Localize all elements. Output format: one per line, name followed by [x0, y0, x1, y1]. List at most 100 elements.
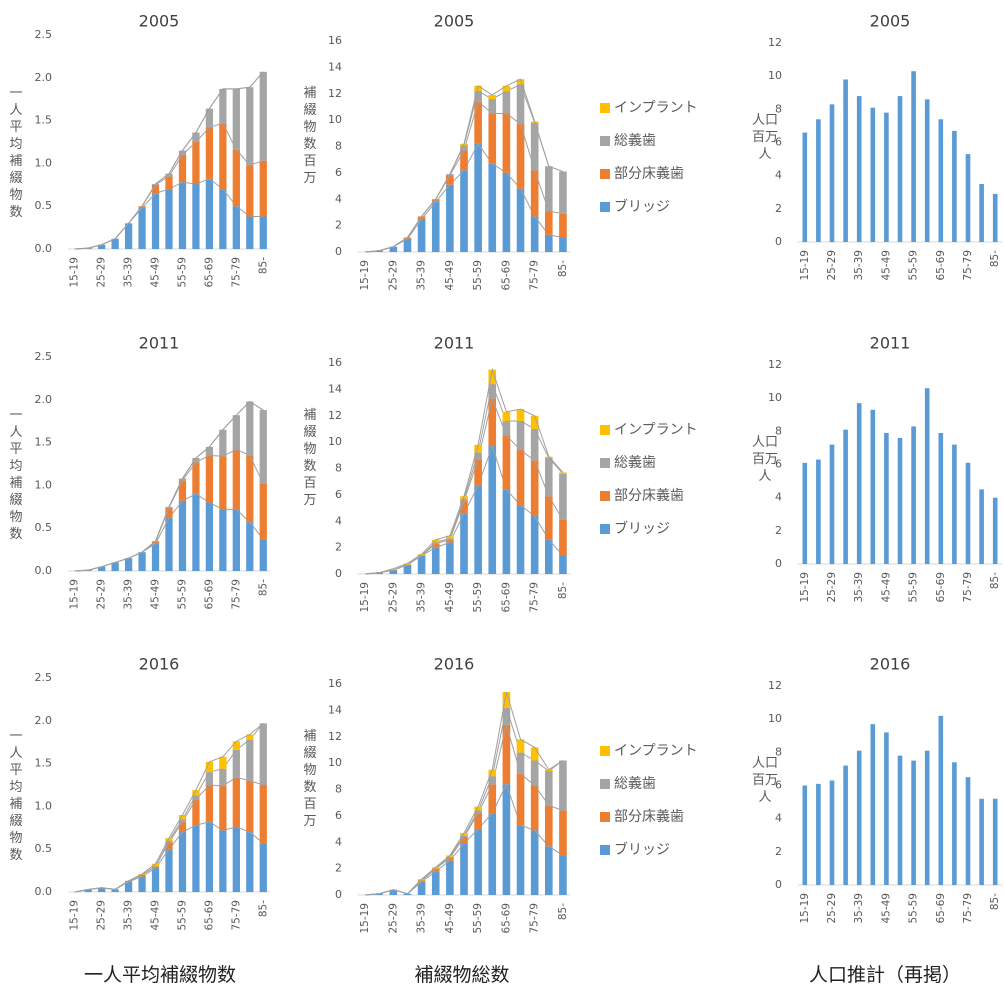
bar-segment: [431, 539, 440, 543]
bar-segment: [530, 216, 539, 252]
bar-segment: [232, 509, 240, 571]
bar: [897, 755, 903, 885]
bar-segment: [165, 849, 173, 892]
bar-segment: [460, 843, 468, 895]
bar-segment: [474, 806, 482, 811]
bar-segment: [192, 183, 200, 249]
bar: [856, 403, 862, 564]
bar-segment: [165, 517, 173, 571]
y-tick-label: 6: [775, 136, 782, 149]
y-axis-label: 人口 百万人: [751, 435, 778, 484]
bar-segment: [192, 799, 200, 826]
legend-label: インプラント: [614, 422, 698, 438]
x-tick-label: 25-29: [826, 572, 838, 603]
y-tick-label: 1.0: [35, 799, 53, 812]
chart: 2005 0.0 0.5 1.0 1.5 2.0 2.5 15-19 25-29 35-39 45-…: [0, 0, 280, 320]
bar-segment: [544, 769, 553, 772]
bar-segment: [205, 178, 214, 249]
bar-segment: [178, 182, 187, 249]
y-tick-label: 2: [335, 862, 342, 875]
bar-segment: [192, 142, 200, 184]
x-tick-label: 65-69: [935, 572, 947, 603]
y-tick-label: 4: [775, 169, 782, 182]
bar: [979, 183, 984, 242]
bar-segment: [446, 535, 454, 539]
x-tick-label: 85-: [989, 250, 1001, 267]
bar-segment: [431, 199, 440, 202]
bar-segment: [502, 85, 511, 92]
bar-segment: [219, 509, 227, 571]
bar-segment: [488, 813, 497, 895]
bar-segment: [431, 867, 440, 869]
bar: [843, 429, 848, 564]
y-tick-label: 2.0: [35, 71, 53, 84]
x-tick-label: 55-59: [176, 257, 188, 288]
bar-segment: [502, 91, 511, 114]
chart-svg: 2005 0 2 4 6 8 10 12 14 16 15-19 25-29 35-39 45-49 55-…: [328, 12, 698, 291]
bar-segment: [516, 739, 525, 753]
y-tick-label: 2.0: [35, 393, 53, 406]
bar-segment: [544, 234, 553, 252]
bar-segment: [111, 889, 119, 892]
bar-segment: [516, 773, 525, 826]
bar-segment: [559, 855, 567, 895]
bar-segment: [502, 691, 511, 708]
y-tick-label: 2: [335, 541, 342, 554]
x-tick-label: 65-69: [935, 893, 947, 924]
bar-segment: [403, 893, 412, 895]
x-tick-label: 55-59: [472, 903, 484, 934]
bar: [924, 99, 930, 242]
bar-segment: [417, 881, 426, 895]
x-tick-label: 25-29: [96, 257, 108, 288]
x-tick-label: 75-79: [230, 579, 242, 610]
caption: 補綴物総数: [414, 964, 510, 986]
x-tick-label: 15-19: [359, 260, 371, 291]
stack-line: [365, 367, 564, 575]
bar-segment: [460, 170, 468, 252]
bar-segment: [246, 780, 254, 833]
x-tick-label: 15-19: [359, 582, 371, 613]
bar-segment: [530, 122, 539, 171]
x-tick-label: 75-79: [962, 893, 974, 924]
y-tick-label: 4: [775, 491, 782, 504]
bar: [856, 750, 862, 885]
y-tick-label: 14: [328, 703, 342, 716]
legend-swatch: [600, 491, 610, 501]
bar: [979, 798, 984, 885]
y-tick-label: 8: [335, 783, 342, 796]
legend-label: インプラント: [614, 100, 698, 116]
bar-segment: [502, 435, 511, 490]
bar-segment: [474, 452, 482, 460]
y-axis-label: 補綴物数 百万: [303, 729, 317, 829]
bar-segment: [474, 91, 482, 102]
y-tick-label: 0.5: [35, 199, 53, 212]
y-tick-label: 1.5: [35, 114, 53, 127]
bar-segment: [259, 539, 267, 571]
y-tick-label: 14: [328, 60, 342, 73]
bar-segment: [488, 369, 497, 385]
bar-segment: [178, 832, 187, 892]
chart-svg: 2016 0.0 0.5 1.0 1.5 2.0 2.5 15-19 25-29 35-39 45-…: [35, 655, 270, 931]
x-tick-label: 55-59: [908, 893, 920, 924]
bar-segment: [559, 171, 567, 214]
bar: [992, 193, 998, 242]
bar-segment: [446, 539, 454, 543]
bar-segment: [232, 777, 240, 827]
stack-line: [365, 78, 564, 253]
bar-segment: [446, 856, 454, 859]
bar-segment: [219, 756, 227, 769]
bar: [897, 437, 903, 564]
x-tick-label: 45-49: [150, 579, 162, 610]
x-tick-label: 15-19: [799, 572, 811, 603]
bar-segment: [502, 113, 511, 173]
bar-segment: [488, 776, 497, 785]
chart-svg: 2005 0 2 4 6 8 10 12 15-19 25-29 35-39 45-49 55-59 65…: [768, 12, 1002, 281]
bar: [924, 750, 930, 885]
y-axis-label: 一人平均補綴物数: [9, 729, 23, 863]
bar-segment: [259, 160, 267, 217]
x-tick-label: 55-59: [472, 260, 484, 291]
x-tick-label: 85-: [257, 257, 269, 274]
legend-label: 部分床義歯: [614, 165, 684, 182]
bar-segment: [460, 501, 468, 514]
